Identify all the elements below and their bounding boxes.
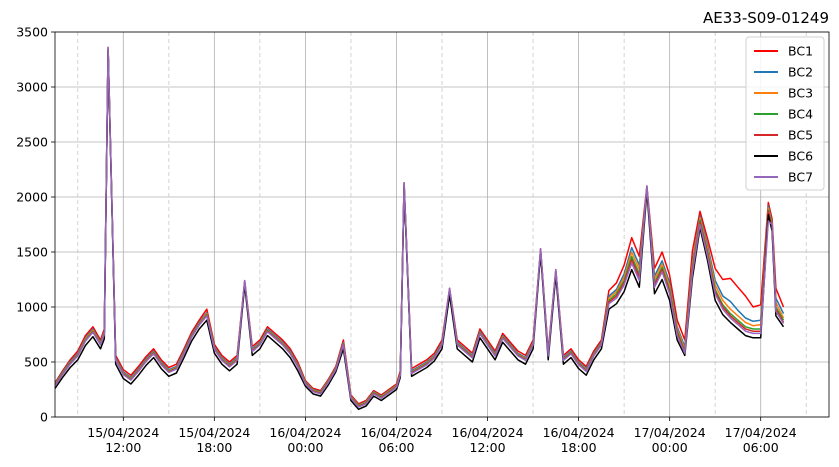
x-tick-label: 15/04/2024 12:00	[87, 425, 159, 455]
legend-label: BC4	[788, 107, 813, 122]
series-line-bc7	[55, 46, 785, 408]
legend-label: BC3	[788, 86, 813, 101]
x-tick-label: 17/04/2024 00:00	[634, 425, 706, 455]
y-tick-label: 3500	[16, 25, 48, 40]
x-tick-label: 16/04/2024 00:00	[269, 425, 341, 455]
x-tick-label: 16/04/2024 18:00	[543, 425, 615, 455]
series-line-bc2	[55, 47, 785, 406]
y-tick-label: 500	[24, 355, 48, 370]
chart-title: AE33-S09-01249	[703, 9, 829, 27]
y-tick-label: 0	[40, 410, 48, 425]
legend-label: BC1	[788, 44, 813, 59]
x-tick-label: 16/04/2024 12:00	[452, 425, 524, 455]
y-tick-label: 3000	[16, 80, 48, 95]
x-tick-label: 16/04/2024 06:00	[360, 425, 432, 455]
plot-frame	[54, 31, 830, 418]
data-series	[55, 46, 785, 411]
legend-box	[745, 36, 825, 191]
x-tick-label: 17/04/2024 06:00	[725, 425, 797, 455]
legend-label: BC2	[788, 65, 813, 80]
legend: BC1 BC2 BC3 BC4 BC5 BC6 BC7	[745, 36, 825, 191]
y-axis: 0 500 1000 1500 2000 2500 3000 3500	[16, 25, 55, 425]
legend-label: BC7	[788, 170, 813, 185]
x-axis: 15/04/2024 12:00 15/04/2024 18:00 16/04/2024…	[87, 417, 797, 455]
y-tick-label: 2500	[16, 135, 48, 150]
y-tick-label: 1500	[16, 245, 48, 260]
series-line-bc6	[55, 49, 785, 411]
y-tick-label: 1000	[16, 300, 48, 315]
series-line-bc1	[55, 46, 785, 405]
legend-label: BC6	[788, 149, 813, 164]
x-tick-label: 15/04/2024 18:00	[178, 425, 250, 455]
y-tick-label: 2000	[16, 190, 48, 205]
legend-label: BC5	[788, 128, 813, 143]
